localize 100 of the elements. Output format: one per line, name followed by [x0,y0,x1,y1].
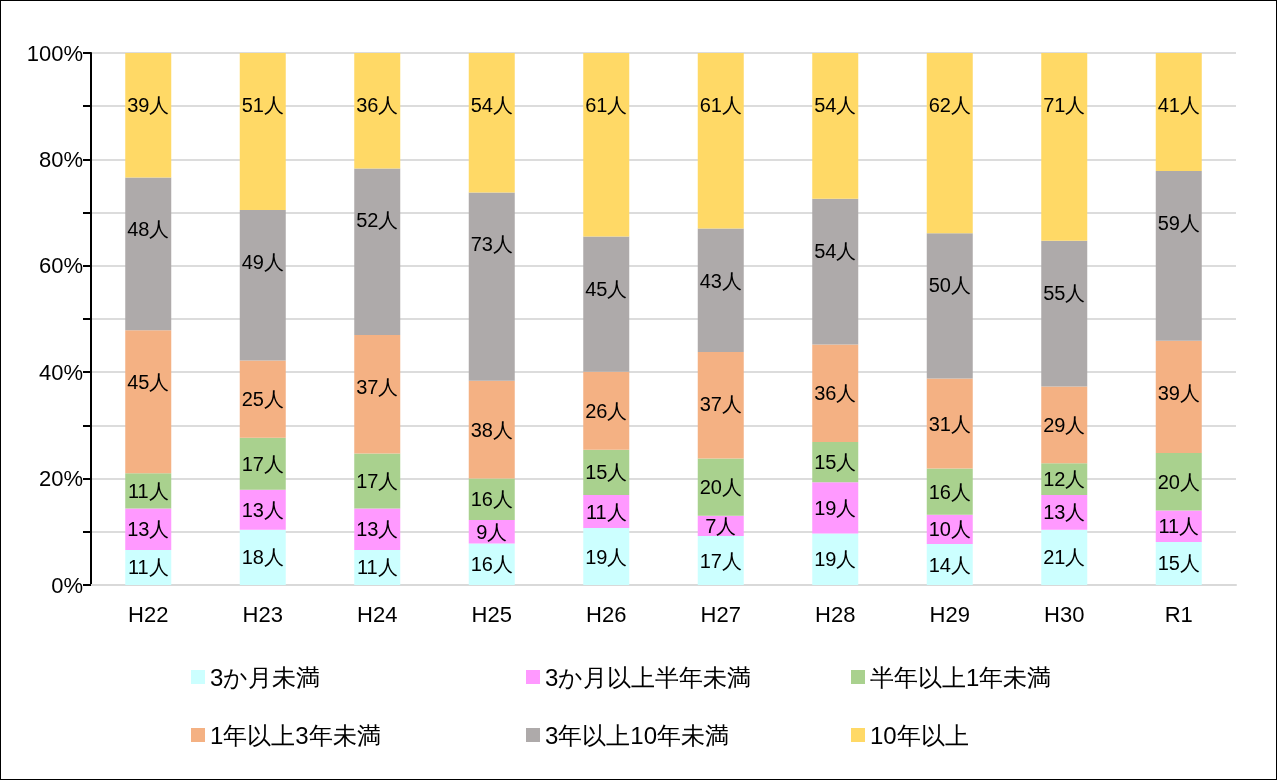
x-tick-label: H27 [700,601,741,627]
annotation: 61人 [585,94,628,116]
annotation: 19人 [814,496,857,519]
bar [1155,53,1202,172]
annotation: 14人 [928,553,971,576]
bar [239,437,286,490]
annotation: 21人 [1043,546,1086,569]
bar [812,53,859,199]
bar [125,330,172,474]
x-tick-label: H23 [242,601,283,627]
bar [926,233,973,379]
bar [354,168,401,335]
bar [697,351,744,459]
annotation: 19人 [814,548,857,571]
x-tick-label: R1 [1164,601,1193,627]
annotation: 62人 [928,94,971,116]
annotation: 19人 [585,545,628,568]
bar [239,53,286,210]
bar [812,198,859,345]
annotation: 55人 [1043,281,1086,304]
legend-label: 10年以上 [870,721,969,749]
annotation: 13人 [241,498,284,521]
bar [354,334,401,454]
bar [125,53,172,178]
y-tick-label: 0% [51,572,83,598]
bar [354,453,401,509]
annotation: 15人 [1157,552,1200,575]
annotation: 29人 [1043,413,1086,436]
annotation: 39人 [127,94,170,116]
x-tick-label: H28 [815,601,856,627]
annotation: 11人 [356,556,398,579]
bar [926,468,973,515]
annotation: 45人 [127,371,170,394]
annotation: 37人 [699,392,742,415]
bar [926,378,973,469]
bar [125,177,172,331]
annotation: 10人 [928,518,971,541]
bar [468,380,515,479]
legend-label: 3か月以上半年未満 [545,663,752,691]
annotation: 54人 [814,239,857,262]
annotation: 20人 [699,476,742,499]
annotation: 11人 [585,500,627,523]
annotation: 17人 [241,452,284,475]
bar [1041,240,1088,387]
bar [354,53,401,169]
annotation: 7人 [705,514,737,537]
bar [926,53,973,234]
legend-label: 3か月未満 [210,663,321,691]
annotation: 36人 [814,382,857,405]
bar [239,209,286,361]
annotation: 38人 [470,418,513,441]
legend-label: 3年以上10年未満 [545,721,730,749]
annotation: 51人 [241,94,284,116]
x-tick-label: H22 [128,601,169,627]
bar [468,53,515,193]
annotation: 13人 [356,518,399,541]
x-tick-label: H24 [357,601,398,627]
bar [1041,386,1088,464]
bar [697,458,744,516]
annotation: 73人 [470,233,513,256]
y-tick-label: 80% [38,146,83,172]
legend-label: 半年以上1年未満 [870,663,1052,691]
annotation: 48人 [127,218,170,241]
annotation: 26人 [585,399,628,422]
annotation: 15人 [585,461,628,484]
x-tick-label: H26 [586,601,627,627]
annotation: 54人 [470,94,513,116]
annotation: 25人 [241,388,284,411]
annotation: 61人 [699,94,742,116]
annotation: 54人 [814,94,857,116]
x-tick-label: H29 [929,601,970,627]
annotation: 11人 [127,479,169,502]
bar [583,528,630,585]
y-tick-label: 20% [38,466,83,492]
annotation: 59人 [1157,212,1200,235]
bar [583,236,630,372]
annotation: 49人 [241,250,284,273]
bar [812,533,859,585]
x-tick-label: H25 [471,601,512,627]
bar [583,371,630,450]
legend-label: 1年以上3年未満 [210,721,381,749]
annotation: 45人 [585,277,628,300]
bar [1041,529,1088,585]
annotation: 18人 [241,546,284,569]
annotation: 16人 [470,488,513,511]
annotation: 41人 [1157,94,1200,116]
bar [1155,171,1202,341]
annotation: 12人 [1043,468,1086,491]
bar [239,360,286,438]
y-tick-label: 40% [38,359,83,385]
bar [697,228,744,352]
bar [697,536,744,585]
annotation: 11人 [1158,515,1200,538]
annotation: 16人 [470,553,513,576]
y-tick-label: 100% [26,40,83,66]
annotation: 39人 [1157,381,1200,404]
annotation: 11人 [127,556,169,579]
annotation: 52人 [356,209,399,232]
bar [468,192,515,381]
annotation: 17人 [356,469,399,492]
